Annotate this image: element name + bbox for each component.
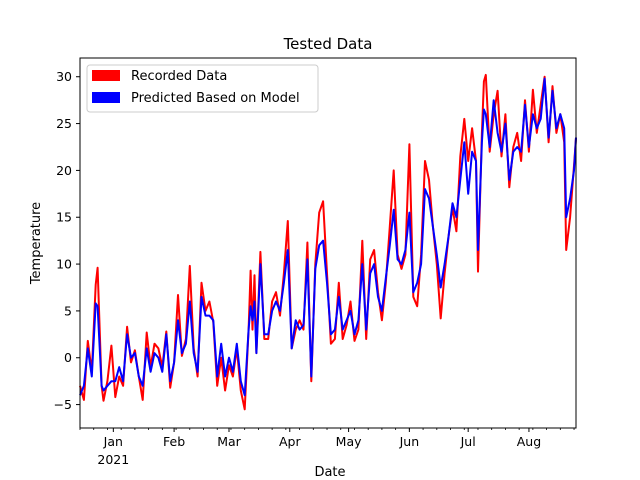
x-axis: Jan 2021 Feb Mar Apr May Jun Jul Aug: [79, 428, 575, 467]
legend: Recorded Data Predicted Based on Model: [86, 64, 319, 113]
x-tick-label: May: [336, 434, 362, 449]
legend-label-predicted: Predicted Based on Model: [131, 91, 300, 106]
x-tick-label: Apr: [279, 434, 301, 449]
series-layer: [79, 73, 577, 411]
y-axis-title: Temperature: [29, 202, 44, 285]
x-tick-label: Jun: [399, 434, 420, 449]
legend-swatch-predicted: [92, 92, 120, 103]
y-tick-label: 30: [56, 69, 72, 84]
y-tick-label: 10: [56, 257, 72, 272]
x-tick-label: Feb: [163, 434, 185, 449]
x-tick-label: Jul: [460, 434, 476, 449]
x-tick-label: Aug: [517, 434, 541, 449]
x-axis-title: Date: [314, 465, 345, 480]
x-tick-label: Jan: [103, 434, 123, 449]
y-tick-label: −5: [54, 397, 72, 412]
plot-frame: [79, 57, 577, 429]
y-tick-label: 0: [64, 350, 72, 365]
legend-swatch-recorded: [92, 70, 120, 81]
series-line-predicted: [79, 77, 577, 397]
y-axis: −5 0 5 10 15 20 25 30: [54, 69, 80, 412]
legend-box: [86, 64, 319, 113]
legend-label-recorded: Recorded Data: [131, 69, 227, 84]
chart-title: Tested Data: [283, 35, 373, 53]
y-tick-label: 25: [56, 116, 72, 131]
y-tick-label: 5: [64, 303, 72, 318]
y-tick-label: 15: [56, 210, 72, 225]
x-tick-sublabel: 2021: [97, 452, 129, 467]
x-tick-label: Mar: [217, 434, 241, 449]
y-tick-label: 20: [56, 163, 72, 178]
